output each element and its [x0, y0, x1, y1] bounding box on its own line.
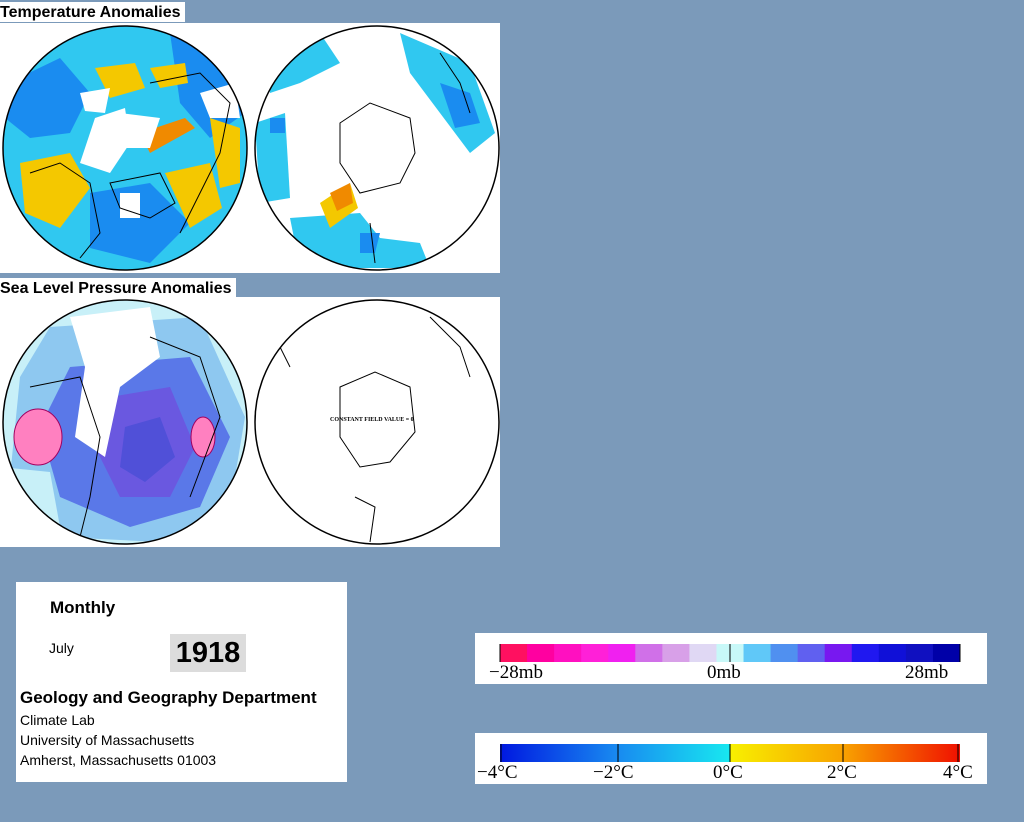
temp-label-m2: −2°C — [593, 762, 634, 783]
pressure-bar-segment — [905, 644, 934, 662]
pressure-bar-segment — [608, 644, 636, 662]
pressure-bar-segment — [527, 644, 555, 662]
frequency-label: Monthly — [50, 598, 116, 617]
temperature-section-title: Temperature Anomalies — [0, 2, 185, 22]
pressure-bar-segment — [851, 644, 880, 662]
month-label: July — [49, 640, 74, 656]
temp-label-p4: 4°C — [943, 762, 973, 783]
pressure-bar-segment — [689, 644, 717, 662]
pressure-north-map — [2, 299, 248, 545]
pressure-bar-segment — [878, 644, 907, 662]
address-label: Amherst, Massachusetts 01003 — [20, 752, 217, 768]
department-label: Geology and Geography Department — [20, 688, 317, 707]
info-box: Monthly July 1918 Geology and Geography … — [16, 582, 347, 782]
year-label: 1918 — [170, 634, 246, 672]
pressure-bar-segment — [770, 644, 799, 662]
pressure-color-bar — [499, 644, 961, 662]
pressure-bar-segment — [743, 644, 772, 662]
pressure-south-map — [254, 299, 500, 545]
pressure-label-max: 28mb — [905, 662, 949, 683]
constant-field-note: CONSTANT FIELD VALUE = 0 — [330, 417, 414, 423]
pressure-bar-segment — [554, 644, 582, 662]
temperature-maps-panel — [0, 23, 500, 273]
pressure-bar-segment — [797, 644, 826, 662]
pressure-bar-segment — [824, 644, 853, 662]
pressure-maps-panel: CONSTANT FIELD VALUE = 0 — [0, 297, 500, 547]
pressure-legend: −28mb 0mb 28mb — [475, 633, 987, 684]
pressure-bar-segment — [662, 644, 690, 662]
pressure-bar-segment — [500, 644, 528, 662]
temp-label-p2: 2°C — [827, 762, 857, 783]
pressure-section-title: Sea Level Pressure Anomalies — [0, 278, 236, 298]
temp-label-m4: −4°C — [477, 762, 518, 783]
lab-label: Climate Lab — [20, 712, 95, 728]
temp-label-zero: 0°C — [713, 762, 743, 783]
pressure-bar-segment — [635, 644, 663, 662]
university-label: University of Massachusetts — [20, 732, 195, 748]
pressure-label-min: −28mb — [489, 662, 543, 683]
temperature-south-map — [254, 25, 500, 271]
pressure-label-zero: 0mb — [707, 662, 741, 683]
pressure-bar-segment — [581, 644, 609, 662]
temperature-legend: −4°C −2°C 0°C 2°C 4°C — [475, 733, 987, 784]
temperature-north-map — [2, 25, 248, 271]
temperature-color-bar — [500, 744, 960, 762]
pressure-bar-segment — [932, 644, 961, 662]
